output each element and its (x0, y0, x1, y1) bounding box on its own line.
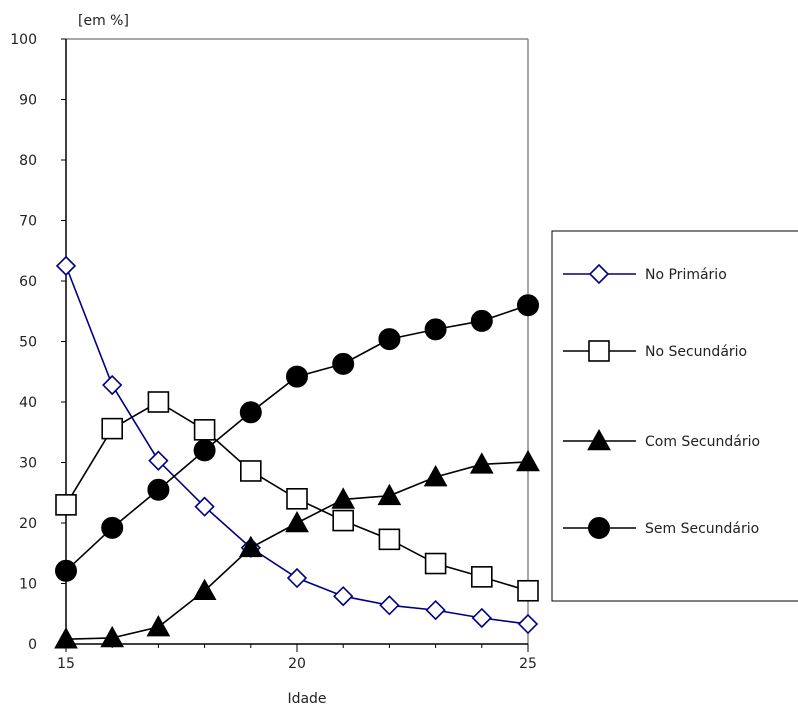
data-point-com-secundario (192, 578, 217, 601)
x-tick-label: 20 (288, 656, 306, 672)
data-point-no-primario (425, 599, 446, 621)
data-point-sem-secundario (286, 365, 308, 388)
legend-marker-com-secundario (587, 428, 611, 451)
data-point-no-secundario (517, 579, 539, 602)
legend-marker-no-primario (588, 263, 610, 285)
legend-label-no-primario: No Primário (645, 267, 727, 283)
y-tick-label: 80 (19, 153, 37, 169)
data-point-com-secundario (146, 615, 171, 637)
data-point-no-secundario (470, 566, 493, 588)
y-tick-label: 10 (19, 577, 37, 593)
data-point-no-primario (471, 607, 492, 629)
data-point-com-secundario (54, 627, 78, 649)
data-point-no-secundario (55, 494, 77, 516)
legend-marker-sem-secundario (588, 517, 610, 539)
data-point-no-primario (55, 255, 77, 277)
y-axis-unit-label: [em %] (78, 13, 129, 29)
data-point-com-secundario (238, 535, 263, 558)
data-point-com-secundario (423, 464, 448, 487)
data-point-sem-secundario (101, 516, 124, 539)
y-tick-label: 40 (19, 395, 37, 411)
data-point-no-primario (517, 613, 539, 635)
data-point-com-secundario (516, 449, 540, 472)
x-tick-label: 25 (519, 656, 537, 672)
x-tick-label: 15 (57, 656, 75, 672)
data-point-no-primario (286, 567, 308, 589)
y-axis-ticks: 0 10 20 30 40 50 60 70 80 90 100 (10, 32, 66, 653)
data-point-sem-secundario (470, 309, 493, 332)
data-point-com-secundario (285, 510, 309, 533)
data-point-sem-secundario (424, 318, 447, 341)
y-tick-label: 100 (10, 32, 37, 48)
data-point-no-primario (194, 496, 215, 517)
data-point-no-primario (333, 586, 354, 607)
data-point-no-secundario (332, 509, 355, 532)
data-point-sem-secundario (193, 439, 216, 462)
y-tick-label: 90 (19, 93, 37, 109)
x-axis-ticks: 15 20 25 (57, 644, 537, 672)
legend-label-no-secundario: No Secundário (645, 344, 747, 360)
legend-box (551, 230, 798, 602)
data-point-no-primario (102, 374, 123, 396)
data-point-com-secundario (377, 483, 402, 506)
data-point-com-secundario (469, 452, 494, 474)
legend-label-com-secundario: Com Secundário (645, 434, 760, 450)
data-point-sem-secundario (147, 478, 170, 501)
x-axis-title: Idade (287, 691, 326, 705)
y-tick-label: 50 (19, 335, 37, 351)
legend: No Primário No Secundário Com Secundário Se… (551, 230, 798, 602)
data-point-sem-secundario (378, 328, 401, 351)
data-point-no-secundario (101, 417, 123, 440)
y-tick-label: 20 (19, 516, 37, 532)
y-tick-label: 70 (19, 214, 37, 230)
data-point-no-secundario (424, 552, 447, 575)
data-point-com-secundario (331, 487, 356, 509)
data-point-no-secundario (240, 460, 262, 482)
data-point-sem-secundario (239, 401, 262, 424)
data-point-no-secundario (193, 419, 216, 441)
data-point-no-secundario (147, 391, 170, 413)
y-tick-label: 30 (19, 456, 37, 472)
y-tick-label: 60 (19, 274, 37, 290)
legend-label-sem-secundario: Sem Secundário (645, 521, 759, 537)
data-point-no-secundario (286, 487, 308, 510)
series-group (54, 255, 540, 649)
data-point-sem-secundario (517, 294, 539, 317)
data-point-sem-secundario (332, 352, 355, 375)
data-point-sem-secundario (55, 559, 77, 582)
y-tick-label: 0 (28, 637, 37, 653)
legend-marker-no-secundario (588, 340, 610, 362)
data-point-no-primario (379, 595, 400, 616)
data-point-com-secundario (100, 625, 125, 648)
plot-frame (65, 38, 529, 645)
data-point-no-secundario (378, 528, 401, 551)
data-point-no-primario (148, 450, 169, 471)
